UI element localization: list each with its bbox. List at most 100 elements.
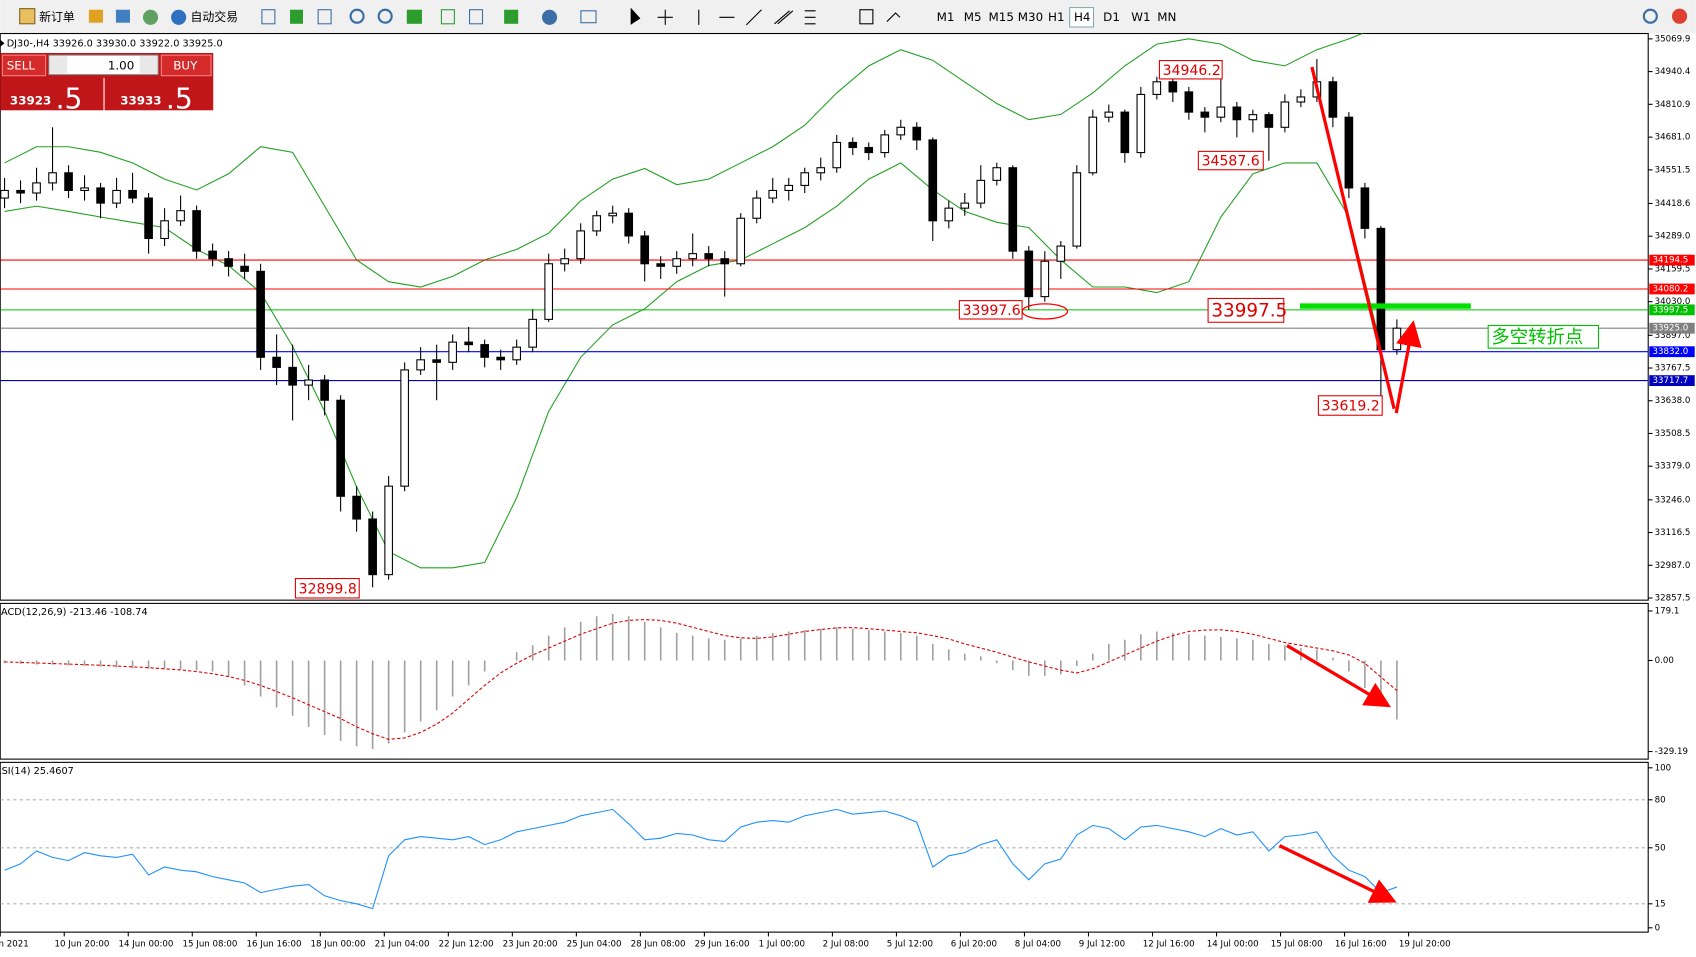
candle-body — [416, 359, 425, 371]
timeframe-button[interactable]: M30 — [1018, 10, 1043, 24]
x-tick-label: 14 Jun 00:00 — [119, 940, 174, 950]
candle-body — [336, 399, 345, 497]
new-order-icon[interactable] — [19, 8, 36, 25]
auto-trade-icon[interactable] — [171, 9, 187, 25]
level-label: 34194.5 — [1653, 256, 1689, 266]
candle-body — [592, 215, 602, 232]
y-tick-label: 34681.0 — [1655, 133, 1691, 143]
cursor-icon[interactable] — [630, 7, 641, 25]
y-tick-label: 33379.0 — [1655, 462, 1691, 472]
timeframe-button[interactable]: H1 — [1048, 10, 1065, 24]
sell-label[interactable]: SELL — [7, 58, 36, 72]
buy-button[interactable] — [160, 54, 212, 77]
candle-body — [256, 270, 265, 358]
chart-header: DJ30-,H4 33926.0 33930.0 33922.0 33925.0 — [7, 38, 223, 49]
buy-label[interactable]: BUY — [173, 58, 198, 72]
icon[interactable] — [541, 9, 558, 25]
icon[interactable] — [317, 9, 332, 25]
auto-trade-button[interactable]: 自动交易 — [191, 10, 239, 24]
candle-body — [1376, 227, 1386, 351]
candle-body — [1120, 111, 1130, 154]
candle-body — [144, 197, 153, 240]
x-tick-label: 5 Jul 12:00 — [887, 940, 933, 950]
candle-body — [816, 167, 826, 174]
candle-body — [960, 202, 970, 209]
shape-icon[interactable] — [886, 12, 901, 23]
rsi-axis: 100 80 50 15 0 — [1648, 763, 1671, 933]
candle-body — [1152, 81, 1162, 95]
sell-button[interactable] — [1, 54, 47, 77]
x-tick-label: 12 Jul 16:00 — [1143, 940, 1195, 950]
candle-body — [16, 189, 25, 194]
candle-body — [640, 235, 650, 265]
candle-body — [992, 167, 1002, 181]
candle-body — [1392, 327, 1402, 351]
crosshair-icon[interactable] — [657, 9, 673, 25]
notification-icon[interactable] — [1671, 8, 1688, 24]
y-tick-label: 50 — [1655, 843, 1666, 853]
volume-value[interactable]: 1.00 — [108, 58, 134, 72]
channel-icon[interactable] — [774, 10, 794, 25]
icon[interactable] — [142, 9, 159, 25]
candle-body — [64, 172, 73, 192]
icon[interactable] — [406, 9, 422, 24]
timeframe-button[interactable]: D1 — [1103, 10, 1120, 24]
volume-field[interactable] — [48, 54, 159, 76]
x-tick-label: 29 Jun 16:00 — [695, 940, 750, 950]
volume-down[interactable] — [49, 56, 68, 74]
candle-body — [880, 134, 890, 154]
bid-price[interactable]: 33923.5 — [10, 83, 82, 116]
rsi-line — [4, 808, 1398, 910]
candle-body — [496, 356, 505, 361]
candle-body — [1072, 172, 1082, 247]
y-tick-label: 32857.5 — [1655, 594, 1691, 604]
icon[interactable] — [468, 9, 484, 25]
icon[interactable] — [349, 8, 365, 24]
label-text: 33997.6 — [963, 303, 1021, 319]
search-icon[interactable] — [1642, 8, 1658, 24]
candle-body — [288, 366, 297, 386]
y-tick-label: 33116.5 — [1655, 528, 1691, 538]
timeframe-button[interactable]: H4 — [1074, 10, 1091, 24]
candle-body — [512, 346, 521, 361]
timeframe-button[interactable]: M1 — [937, 10, 955, 24]
level-label-bg — [1649, 254, 1695, 266]
y-tick-label: 34030.0 — [1655, 297, 1691, 307]
macd-signal — [4, 619, 1398, 740]
candle-body — [0, 189, 9, 199]
main-panel — [0, 32, 1649, 601]
label-text: 34587.6 — [1202, 154, 1260, 170]
fibo-icon[interactable] — [804, 10, 816, 25]
icon[interactable] — [88, 9, 103, 23]
timeframe-button[interactable]: M5 — [964, 10, 982, 24]
x-tick-label: 15 Jul 08:00 — [1271, 940, 1323, 950]
icon[interactable] — [290, 9, 303, 24]
y-tick-label: 34159.5 — [1655, 264, 1691, 274]
volume-up[interactable] — [139, 56, 158, 74]
timeframe-button[interactable]: MN — [1157, 10, 1176, 24]
y-tick-label: 34418.6 — [1655, 199, 1691, 209]
candle-body — [736, 217, 746, 265]
y-tick-label: 34289.0 — [1655, 232, 1691, 242]
label-text: 33997.5 — [1211, 300, 1287, 321]
new-order-button[interactable]: 新订单 — [39, 10, 75, 24]
ask-price[interactable]: 33933.5 — [120, 83, 192, 116]
icon[interactable] — [440, 9, 455, 25]
timeframe-button[interactable]: M15 — [989, 10, 1014, 24]
candle-body — [1280, 101, 1290, 128]
candle-body — [784, 184, 794, 192]
text-icon[interactable] — [859, 9, 874, 25]
icon[interactable] — [580, 10, 597, 24]
icon[interactable] — [504, 9, 519, 24]
x-tick-label: 19 Jul 20:00 — [1399, 940, 1451, 950]
rsi-plot — [0, 799, 1649, 910]
x-tick-label: 9 Jul 12:00 — [1079, 940, 1125, 950]
line-icons[interactable] — [698, 9, 762, 26]
icon[interactable] — [115, 9, 130, 23]
candle-body — [160, 220, 169, 240]
timeframe-button[interactable]: W1 — [1131, 10, 1150, 24]
icon[interactable] — [261, 9, 276, 25]
candle-body — [944, 207, 954, 222]
candle-body — [528, 318, 538, 348]
icon[interactable] — [377, 8, 393, 24]
